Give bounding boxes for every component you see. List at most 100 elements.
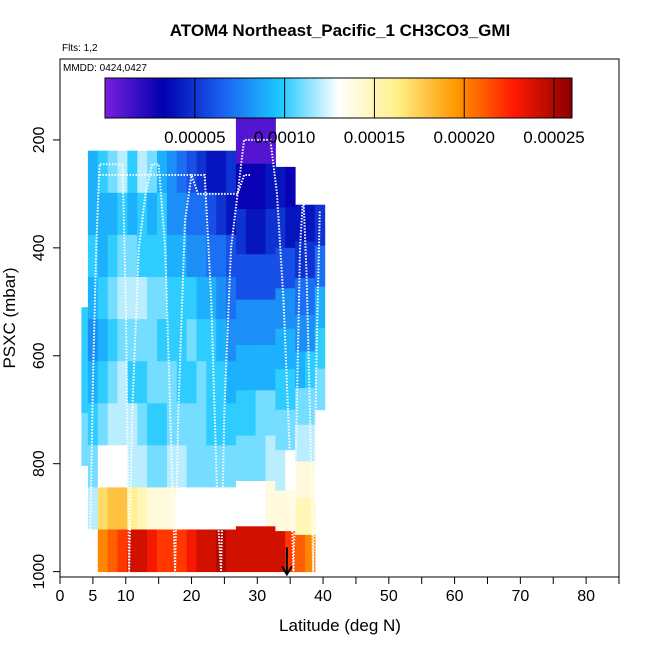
heatmap-cell [305, 204, 316, 242]
heatmap-cell [206, 319, 217, 362]
heatmap-cell [166, 150, 178, 194]
heatmap-cell [117, 403, 128, 446]
x-tick-label: 10 [117, 588, 135, 605]
heatmap-cell [176, 277, 188, 320]
heatmap-cell [255, 345, 266, 391]
heatmap-cell [265, 163, 276, 210]
heatmap-cell [87, 445, 99, 488]
x-tick-label: 20 [183, 588, 201, 605]
heatmap-cell [176, 150, 188, 194]
x-axis-label: Latitude (deg N) [279, 616, 401, 635]
heatmap-cell [314, 327, 326, 370]
heatmap-cell [226, 192, 237, 236]
heatmap-cell [107, 319, 119, 362]
heatmap-cell [87, 487, 99, 530]
heatmap-cell [226, 361, 237, 404]
heatmap-cell [176, 361, 188, 404]
heatmap-cell [206, 192, 217, 236]
heatmap-cell [186, 150, 197, 194]
heatmap-cell [196, 361, 207, 404]
heatmap-cell [166, 277, 178, 320]
heatmap-cell [295, 204, 306, 242]
heatmap-cell [127, 150, 138, 194]
y-tick-label: 800 [31, 450, 48, 477]
heatmap-cell [87, 529, 99, 573]
heatmap-cell [81, 307, 92, 361]
y-axis: 200 400 600 800 1000 [31, 126, 60, 589]
heatmap-cell [216, 150, 227, 194]
heatmap-cell [97, 192, 109, 236]
heatmap-cell [127, 487, 138, 530]
heatmap-cell [235, 163, 247, 210]
heatmap-cell [245, 299, 257, 346]
heatmap-cell [216, 361, 227, 404]
heatmap-cell [265, 299, 276, 346]
heatmap-cell [196, 487, 207, 530]
heatmap-cell [255, 118, 266, 165]
heatmap-cell [245, 390, 257, 437]
heatmap-cell [186, 529, 197, 573]
heatmap-cell [147, 445, 158, 488]
heatmap-cell [285, 288, 296, 330]
heatmap-cell [216, 319, 227, 362]
heatmap-cell [265, 390, 276, 437]
heatmap-cell [275, 409, 286, 451]
heatmap-cell [196, 150, 207, 194]
heatmap-cell [127, 192, 138, 236]
heatmap-cell [285, 166, 296, 208]
colorbar-tick-label: 0.00025 [523, 128, 584, 147]
heatmap-cell [147, 234, 158, 278]
heatmap-cell [245, 481, 257, 527]
heatmap-cell [87, 150, 99, 194]
heatmap-cell [265, 118, 276, 165]
heatmap-cell [166, 403, 178, 446]
heatmap-cell [285, 531, 296, 573]
heatmap-cell [275, 328, 286, 370]
heatmap-cell [196, 403, 207, 446]
heatmap-cell [97, 529, 109, 573]
heatmap-cell [245, 526, 257, 573]
heatmap-cell [226, 403, 237, 446]
heatmap-cell [305, 351, 316, 389]
heatmap-cell [265, 435, 276, 482]
heatmap-cell [81, 465, 92, 520]
heatmap-cell [166, 487, 178, 530]
heatmap-cell [176, 192, 188, 236]
heatmap-cell [117, 319, 128, 362]
heatmap-cell [196, 319, 207, 362]
heatmap-cell [166, 445, 178, 488]
heatmap-cell [166, 319, 178, 362]
heatmap-cell [275, 166, 286, 208]
heatmap-cell [97, 487, 109, 530]
heatmap-cell [186, 277, 197, 320]
heatmap-cell [235, 299, 247, 346]
heatmap-cell [235, 254, 247, 301]
heatmap-cell [245, 209, 257, 255]
colorbar [104, 77, 573, 119]
heatmap-cell [97, 277, 109, 320]
heatmap-cell [127, 319, 138, 362]
heatmap-cell [216, 234, 227, 278]
heatmap-cell [137, 529, 148, 573]
heatmap-cell [117, 234, 128, 278]
heatmap-cell [127, 445, 138, 488]
heatmap-cell [147, 361, 158, 404]
colorbar-ticks: 0.00005 0.00010 0.00015 0.00020 0.00025 [164, 78, 585, 147]
heatmap-cell [166, 234, 178, 278]
colorbar-tick-label: 0.00015 [344, 128, 405, 147]
heatmap-cell [137, 361, 148, 404]
heatmap-cell [235, 345, 247, 391]
plot-frame [59, 58, 620, 578]
heatmap-cell [285, 450, 296, 492]
heatmap-cell [107, 403, 119, 446]
heatmap-cell [314, 204, 326, 247]
heatmap-cell [166, 529, 178, 573]
chart-title: ATOM4 Northeast_Pacific_1 CH3CO3_GMI [170, 21, 510, 40]
heatmap-cell [285, 328, 296, 370]
heatmap-cell [127, 277, 138, 320]
flights-label: Flts: 1,2 [62, 43, 98, 54]
heatmap-cell [275, 490, 286, 532]
heatmap-cell [157, 277, 168, 320]
heatmap-cell [97, 361, 109, 404]
heatmap-cell [137, 192, 148, 236]
